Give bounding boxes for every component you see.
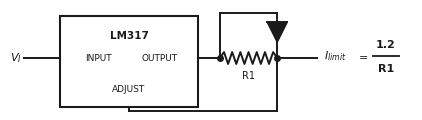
Text: $=$: $=$ [356,51,368,61]
Text: LM317: LM317 [110,31,149,41]
Polygon shape [268,22,287,42]
Text: R1: R1 [242,71,255,81]
Text: $I_{limit}$: $I_{limit}$ [324,49,346,63]
Text: INPUT: INPUT [85,54,112,63]
Text: $V_I$: $V_I$ [11,51,22,65]
Bar [60,15,198,107]
Text: OUTPUT: OUTPUT [141,54,178,63]
Text: ADJUST: ADJUST [112,85,146,94]
Text: 1.2: 1.2 [376,40,396,50]
Text: R1: R1 [378,64,394,74]
